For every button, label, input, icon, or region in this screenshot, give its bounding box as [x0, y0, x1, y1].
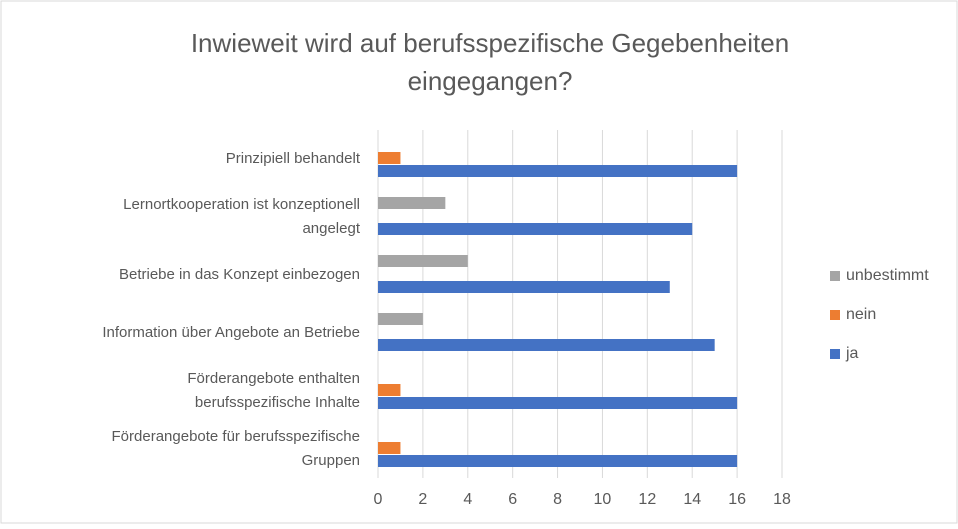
bar: [378, 281, 670, 293]
y-tick-label: Lernortkooperation ist konzeptionell ange…: [123, 196, 361, 237]
bar: [378, 339, 715, 351]
x-tick-label: 16: [728, 491, 746, 508]
legend-label: nein: [846, 306, 876, 323]
y-tick-label: Information über Angebote an Betriebe: [102, 324, 360, 341]
x-tick-label: 12: [638, 491, 656, 508]
y-tick-label: Förderangebote enthalten berufsspezifisch…: [187, 370, 360, 411]
x-tick-label: 18: [773, 491, 791, 508]
bar: [378, 397, 738, 409]
bar: [378, 165, 738, 177]
y-tick-label: Prinzipiell behandelt: [226, 150, 361, 167]
legend-label: ja: [845, 345, 859, 362]
x-tick-label: 14: [683, 491, 701, 508]
legend-swatch: [830, 310, 840, 320]
bar: [378, 313, 423, 325]
bar: [378, 197, 446, 209]
x-tick-label: 0: [374, 491, 383, 508]
bar: [378, 152, 401, 164]
x-tick-label: 8: [553, 491, 562, 508]
x-tick-label: 4: [463, 491, 472, 508]
x-tick-label: 6: [508, 491, 517, 508]
y-tick-label: Betriebe in das Konzept einbezogen: [119, 266, 360, 283]
bar: [378, 455, 738, 467]
bar: [378, 223, 693, 235]
bar: [378, 442, 401, 454]
legend-swatch: [830, 349, 840, 359]
bar: [378, 255, 468, 267]
legend-swatch: [830, 271, 840, 281]
bar: [378, 384, 401, 396]
y-tick-label: Förderangebote für berufsspezifische Grup…: [112, 428, 360, 469]
x-tick-label: 2: [418, 491, 427, 508]
chart-title: Inwieweit wird auf berufsspezifische Geg…: [191, 28, 789, 96]
legend-label: unbestimmt: [846, 267, 929, 284]
x-tick-label: 10: [594, 491, 612, 508]
